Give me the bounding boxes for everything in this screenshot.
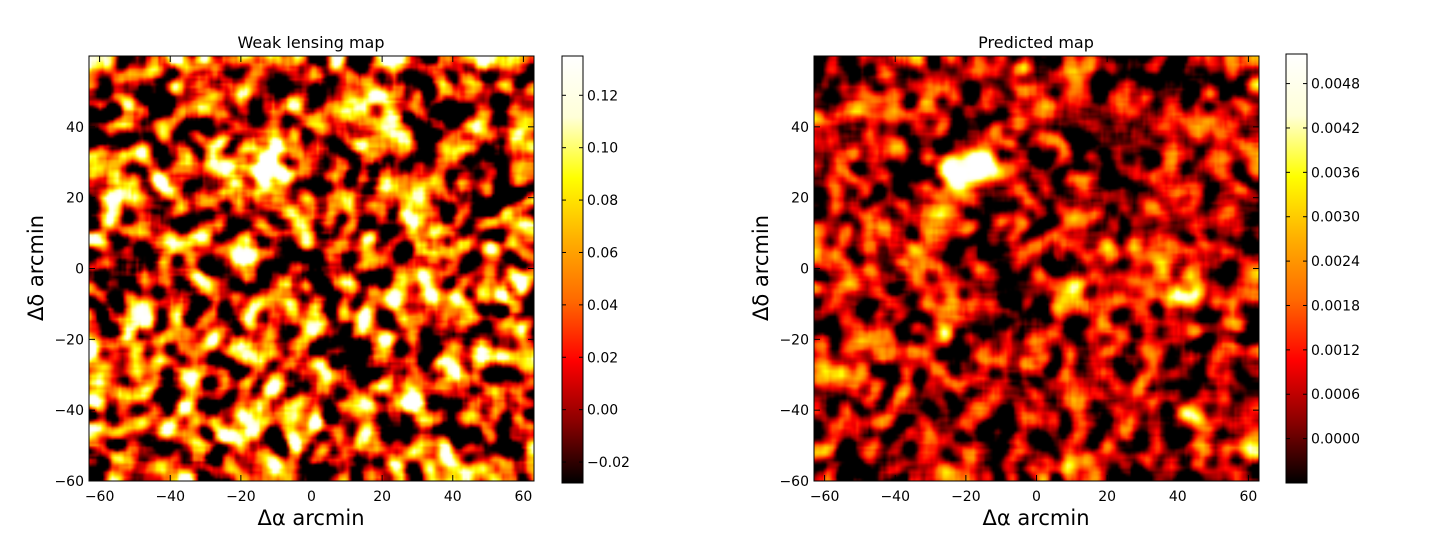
x-tick-label: 40: [444, 489, 462, 505]
y-tick-label: −40: [54, 403, 84, 419]
y-tick-label: −60: [54, 474, 84, 490]
predicted-panel: Predicted map −60 −40 −20 0 20 40 60 −60 −40 −20…: [749, 33, 1360, 530]
weak-lensing-ylabel: Δδ arcmin: [24, 215, 48, 321]
colorbar-tick-label: 0.0048: [1311, 77, 1360, 93]
weak-lensing-panel: Weak lensing map −60 −40 −20 0 20 40 60 −60 −40…: [24, 33, 630, 530]
x-tick-label: 0: [307, 489, 316, 505]
x-tick-label: −60: [810, 489, 840, 505]
colorbar-tick-label: −0.02: [587, 455, 630, 471]
predicted-heatmap: [814, 56, 1259, 481]
colorbar-tick-label: 0.04: [587, 298, 618, 314]
predicted-y-ticks: −60 −40 −20 0 20 40: [779, 120, 1259, 490]
y-tick-label: 40: [66, 120, 84, 136]
x-tick-label: 20: [1098, 489, 1116, 505]
x-tick-label: −40: [155, 489, 185, 505]
weak-lensing-heatmap: [89, 56, 534, 481]
x-tick-label: 60: [514, 489, 532, 505]
y-tick-label: −60: [779, 474, 809, 490]
y-tick-label: −40: [779, 403, 809, 419]
weak-lensing-colorbar: [561, 55, 584, 484]
predicted-title: Predicted map: [978, 33, 1094, 52]
weak-lensing-x-ticks: −60 −40 −20 0 20 40 60: [85, 56, 532, 505]
weak-lensing-title: Weak lensing map: [237, 33, 384, 52]
x-tick-label: −40: [880, 489, 910, 505]
predicted-colorbar-ticks: 0.0000 0.0006 0.0012 0.0018 0.0024 0.0030 0.00…: [1286, 77, 1360, 448]
colorbar-tick-label: 0.0024: [1311, 254, 1360, 270]
y-tick-label: −20: [54, 332, 84, 348]
colorbar-tick-label: 0.0030: [1311, 210, 1360, 226]
weak-lensing-colorbar-ticks: −0.02 0.00 0.02 0.04 0.06 0.08 0.10 0.12: [562, 88, 630, 471]
colorbar-tick-label: 0.0000: [1311, 432, 1360, 448]
y-tick-label: 0: [75, 262, 84, 278]
x-tick-label: 20: [373, 489, 391, 505]
y-tick-label: −20: [779, 332, 809, 348]
y-tick-label: 40: [791, 120, 809, 136]
y-tick-label: 0: [800, 262, 809, 278]
predicted-colorbar: [1285, 53, 1308, 484]
weak-lensing-xlabel: Δα arcmin: [257, 506, 364, 530]
weak-lensing-y-ticks: −60 −40 −20 0 20 40: [54, 120, 534, 490]
colorbar-tick-label: 0.0018: [1311, 298, 1360, 314]
colorbar-tick-label: 0.06: [587, 245, 618, 261]
y-tick-label: 20: [791, 191, 809, 207]
colorbar-tick-label: 0.0036: [1311, 165, 1360, 181]
x-tick-label: −20: [951, 489, 981, 505]
colorbar-tick-label: 0.12: [587, 88, 618, 104]
colorbar-tick-label: 0.00: [587, 403, 618, 419]
x-tick-label: −60: [85, 489, 115, 505]
colorbar-tick-label: 0.08: [587, 193, 618, 209]
y-tick-label: 20: [66, 191, 84, 207]
x-tick-label: 60: [1239, 489, 1257, 505]
predicted-xlabel: Δα arcmin: [982, 506, 1089, 530]
colorbar-tick-label: 0.0006: [1311, 387, 1360, 403]
colorbar-tick-label: 0.02: [587, 350, 618, 366]
colorbar-tick-label: 0.0012: [1311, 343, 1360, 359]
predicted-ylabel: Δδ arcmin: [749, 215, 773, 321]
predicted-x-ticks: −60 −40 −20 0 20 40 60: [810, 56, 1257, 505]
x-tick-label: 40: [1169, 489, 1187, 505]
x-tick-label: −20: [226, 489, 256, 505]
colorbar-tick-label: 0.10: [587, 141, 618, 157]
colorbar-tick-label: 0.0042: [1311, 121, 1360, 137]
x-tick-label: 0: [1032, 489, 1041, 505]
